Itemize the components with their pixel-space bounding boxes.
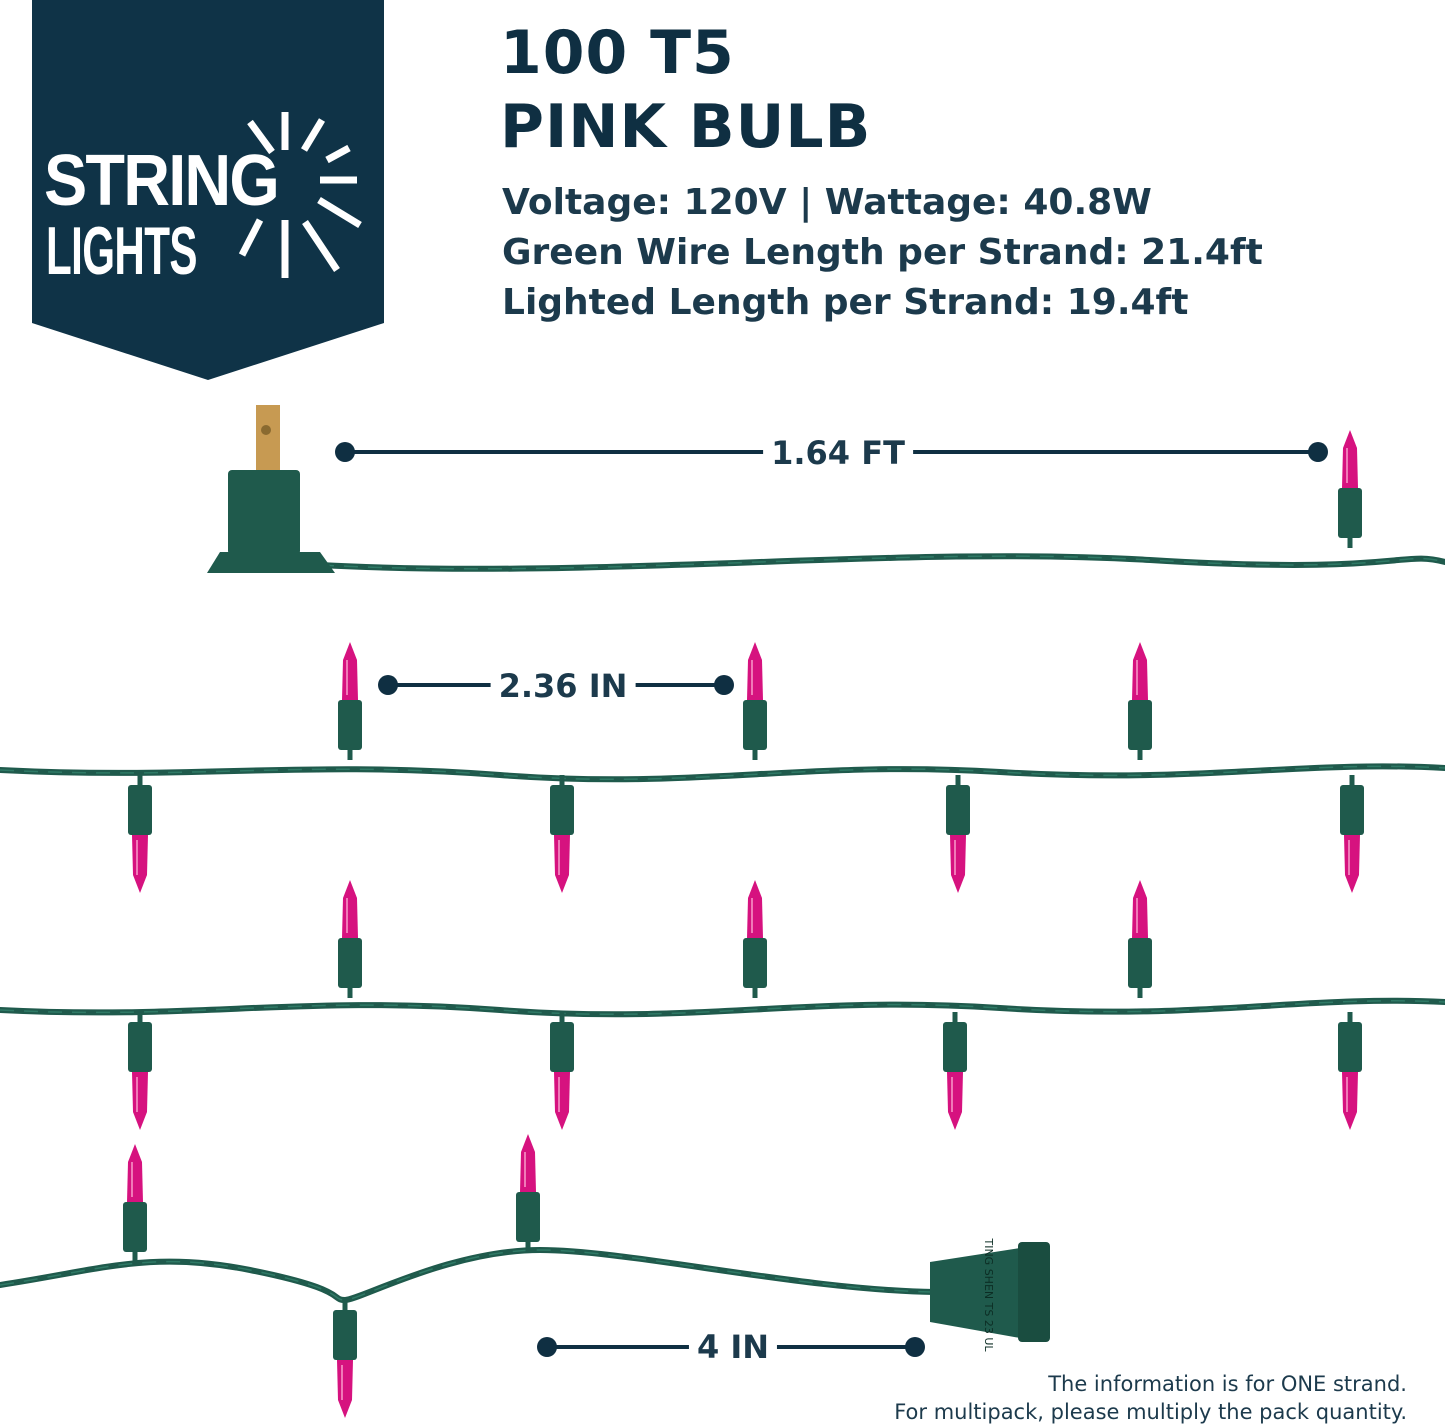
pink-bulb [337,1360,353,1418]
pink-bulb [1132,880,1148,938]
wire-row-3-twist [0,1000,1445,1016]
bulb-spacing-dimension-end-dot [714,675,734,695]
end-length-dimension-start-dot [537,1337,557,1357]
pink-bulb [747,642,763,700]
bulb-socket [338,700,362,750]
bulb-socket [1338,1022,1362,1072]
product-title-count: 100 T5 [500,18,735,88]
bulb-socket [333,1310,357,1360]
wire-row-4 [0,1246,938,1304]
bulb-socket [1128,700,1152,750]
pink-bulb [127,1144,143,1202]
pink-bulb [132,1072,148,1130]
spec-lighted-length: Lighted Length per Strand: 19.4ft [502,282,1189,323]
end-connector-face [1018,1242,1050,1342]
plug-body [228,470,300,555]
bulb-socket [943,1022,967,1072]
pink-bulb [554,835,570,893]
bulb-socket [743,938,767,988]
spec-voltage-wattage: Voltage: 120V | Wattage: 40.8W [502,182,1152,223]
pink-bulb [342,880,358,938]
plug-base [207,552,335,573]
pink-bulb [342,642,358,700]
pink-bulb [554,1072,570,1130]
bulb-socket [128,785,152,835]
end-length-label: 4 IN [688,1328,778,1366]
bulb-socket [516,1192,540,1242]
bulb-spacing-dimension-start-dot [378,675,398,695]
string-lights-logo-badge [32,0,384,380]
logo-string-text: STRING [44,141,280,221]
bulb-spacing-label: 2.36 IN [490,667,636,705]
end-connector-body [930,1248,1020,1338]
wire-row-2-twist [0,765,1445,781]
sunburst-icon [238,112,362,278]
pink-bulb [1342,430,1358,488]
wire-row-4-twist [0,1249,936,1301]
pink-bulb [1132,642,1148,700]
bulb-socket [123,1202,147,1252]
wire-row-1-twist [319,555,1445,570]
bulb-socket [1128,938,1152,988]
bulb-socket [743,700,767,750]
product-title-color: PINK BULB [500,92,872,162]
bulb-socket [550,785,574,835]
pink-bulb [1342,1072,1358,1130]
lead-length-dimension-end-dot [1308,442,1328,462]
lead-length-dimension-start-dot [335,442,355,462]
strand-note: The information is for ONE strand. For m… [894,1370,1407,1426]
pink-bulb [520,1134,536,1192]
bulb-socket [128,1022,152,1072]
bulb-socket [1340,785,1364,835]
note-line-2: For multipack, please multiply the pack … [894,1400,1407,1424]
lead-length-label: 1.64 FT [763,434,913,472]
pink-bulb [947,1072,963,1130]
pink-bulb [747,880,763,938]
pink-bulb [950,835,966,893]
bulb-socket [550,1022,574,1072]
connector-marking: TING SHEN TS 23 UL [982,1237,995,1352]
pink-bulb [132,835,148,893]
end-length-dimension-end-dot [905,1337,925,1357]
plug-prong [256,405,280,475]
bulb-socket [946,785,970,835]
bulb-socket [338,938,362,988]
logo-lights-text: LIGHTS [46,213,197,289]
spec-wire-length: Green Wire Length per Strand: 21.4ft [502,232,1263,273]
note-line-1: The information is for ONE strand. [1048,1372,1407,1396]
pink-bulb [1344,835,1360,893]
plug-prong-hole [261,425,271,435]
bulb-socket [1338,488,1362,538]
